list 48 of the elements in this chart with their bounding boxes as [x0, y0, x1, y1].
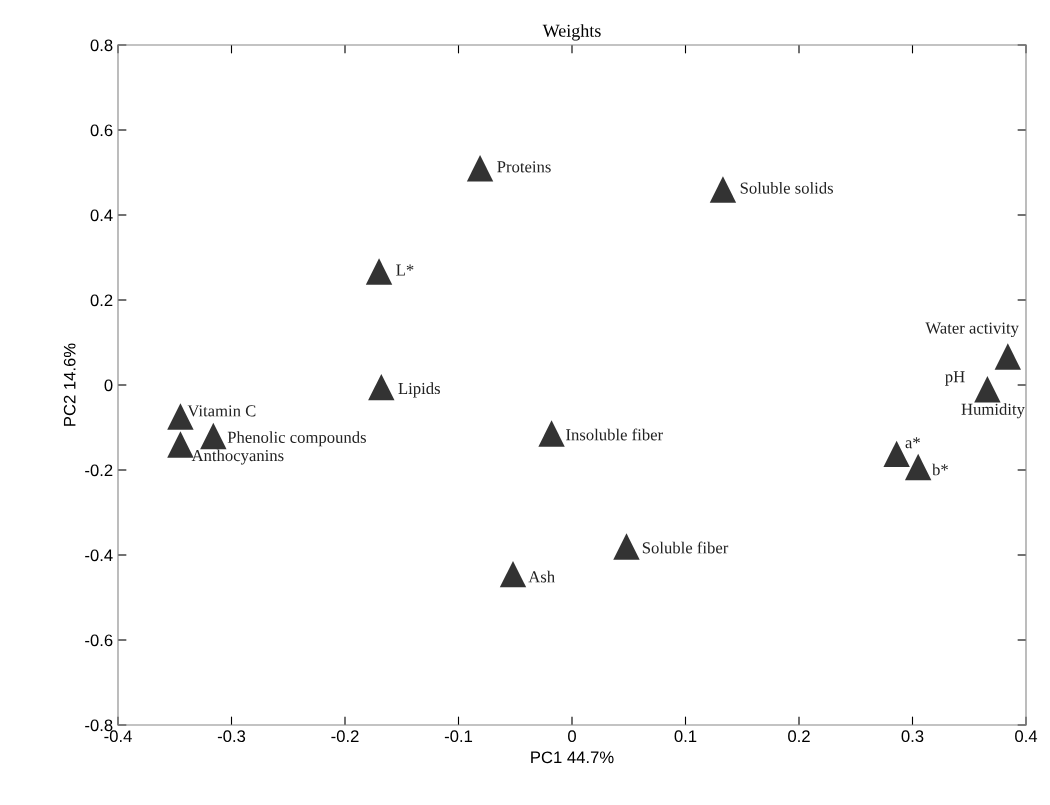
annotation: Lipids — [398, 382, 440, 398]
annotation: Proteins — [497, 161, 551, 173]
chart-title: Weights — [542, 24, 601, 41]
point — [904, 453, 932, 481]
y-tick-label: -0.6 — [85, 634, 113, 647]
point — [613, 533, 640, 560]
x-tick-label: 0.4 — [1015, 730, 1038, 743]
annotation: Soluble fiber — [642, 541, 729, 554]
annotation: Humidity — [961, 403, 1025, 419]
y-tick-label: -0.4 — [85, 549, 113, 562]
point — [974, 376, 1001, 403]
y-axis-title: PC2 14.6% — [63, 343, 76, 426]
y-tick-label: -0.2 — [85, 464, 113, 477]
x-tick-label: 0.2 — [788, 730, 810, 743]
annotation: Water activity — [925, 322, 1019, 338]
y-tick-label: 0.8 — [90, 39, 113, 52]
annotation: Insoluble fiber — [566, 428, 663, 441]
y-tick-label: 0 — [104, 379, 113, 392]
y-tick-label: 0.4 — [90, 209, 113, 222]
annotation: pH — [945, 371, 965, 386]
annotation: Soluble solids — [740, 181, 834, 194]
point — [538, 420, 565, 447]
y-tick-label: 0.2 — [90, 294, 113, 307]
annotation: Ash — [528, 570, 555, 583]
annotation: Anthocyanins — [191, 449, 284, 465]
x-tick-label: -0.3 — [217, 730, 246, 743]
x-tick-label: 0.1 — [674, 730, 697, 743]
point — [994, 343, 1022, 370]
x-tick-label: -0.1 — [444, 730, 473, 743]
x-tick-label: 0 — [568, 730, 576, 743]
point — [466, 155, 494, 182]
point — [709, 176, 737, 203]
point — [200, 422, 227, 450]
x-tick-label: 0.3 — [901, 730, 924, 743]
annotation: Vitamin C — [187, 405, 256, 417]
x-tick-label: -0.2 — [331, 730, 359, 743]
point — [499, 560, 527, 588]
y-tick-label: -0.8 — [85, 719, 113, 732]
annotation: L* — [396, 264, 414, 276]
x-tick-label: -0.4 — [104, 730, 132, 743]
annotation: b* — [932, 463, 948, 476]
annotation: a* — [905, 437, 920, 449]
annotation: Phenolic compounds — [227, 431, 366, 447]
point — [167, 431, 194, 458]
point — [368, 373, 395, 401]
x-axis-title: PC1 44.7% — [531, 751, 614, 764]
point — [365, 258, 393, 285]
y-tick-label: 0.6 — [90, 124, 113, 137]
